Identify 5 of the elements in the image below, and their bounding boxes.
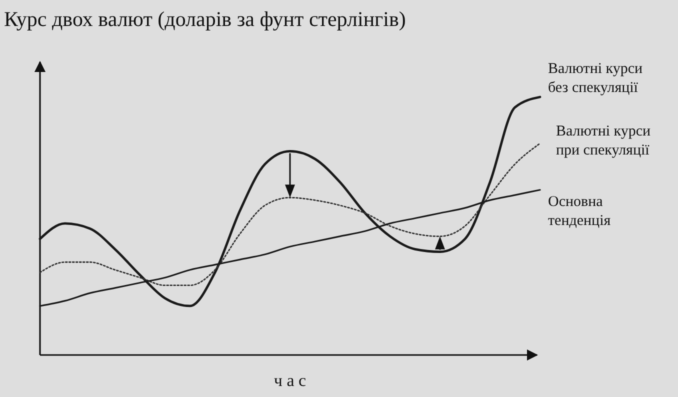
chart-title: Курс двох валют (доларів за фунт стерлінгів) [4,7,406,31]
series-label: Основна тенденція [548,194,611,229]
x-axis-title: ч а с [274,371,307,390]
series-label: Валютні курси без спекуляції [548,61,643,96]
series-label: Валютні курси при спекуляції [556,123,651,158]
